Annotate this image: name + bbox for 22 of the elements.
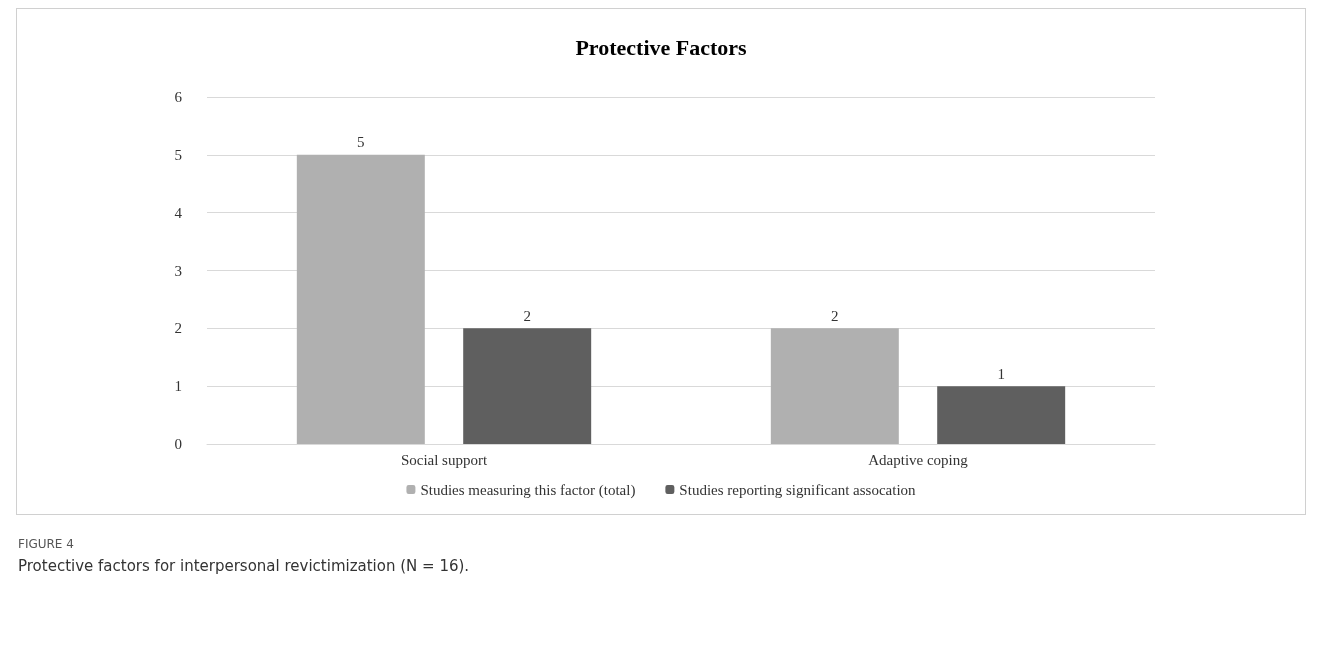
- data-label: 5: [357, 134, 365, 151]
- bar: [937, 386, 1066, 444]
- legend-label: Studies reporting significant assocation: [679, 481, 917, 498]
- y-tick-label: 3: [174, 262, 182, 279]
- y-tick-label: 2: [174, 320, 182, 337]
- caption: FIGURE 4: [18, 537, 75, 551]
- y-tick-label: 4: [174, 204, 183, 221]
- y-tick-label: 5: [174, 146, 182, 163]
- data-label: 1: [997, 365, 1005, 382]
- y-tick-label: 0: [174, 436, 182, 452]
- text: Protective factors for interpersonal revictimization (N = 16).: [18, 557, 471, 575]
- legend-label: Studies measuring this factor (total): [420, 481, 636, 499]
- bar: [770, 328, 899, 444]
- x-tick-label: Adaptive coping: [868, 451, 969, 468]
- bar: [463, 328, 592, 444]
- bar: [296, 154, 425, 444]
- chart-title: Protective Factors: [575, 34, 748, 60]
- y-tick-label: 1: [174, 378, 182, 395]
- x-tick-label: Social support: [400, 451, 488, 468]
- data-label: 2: [523, 307, 531, 324]
- y-tick-label: 6: [174, 89, 183, 105]
- data-label: 2: [831, 307, 839, 324]
